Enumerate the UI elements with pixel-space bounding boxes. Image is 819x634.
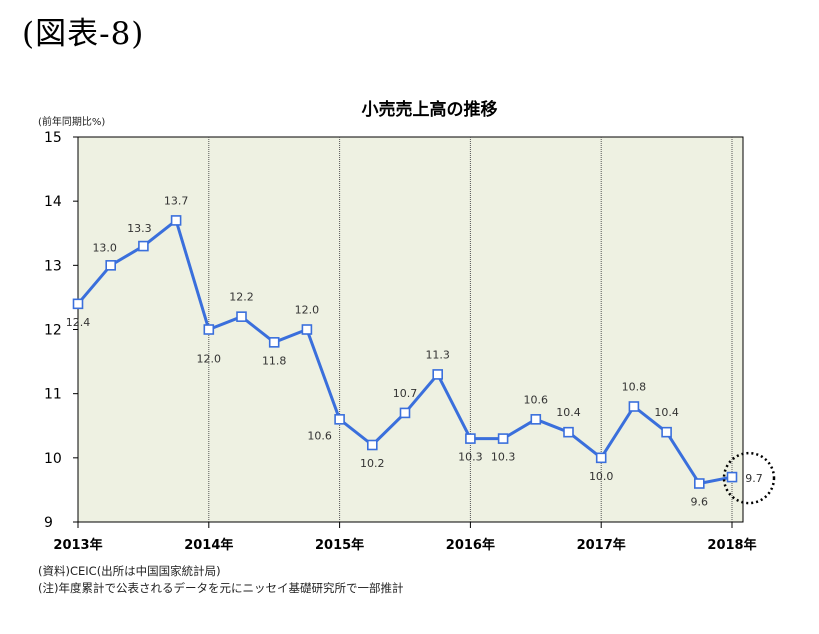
y-tick-label: 11 bbox=[44, 387, 62, 403]
x-tick-label: 2015年 bbox=[315, 537, 364, 553]
source-note: (資料)CEIC(出所は中国国家統計局) bbox=[38, 564, 221, 578]
data-point-marker bbox=[366, 439, 378, 451]
footnote: (注)年度累計で公表されるデータを元にニッセイ基礎研究所で一部推計 bbox=[38, 581, 404, 595]
data-label: 9.7 bbox=[745, 472, 763, 485]
data-label: 13.3 bbox=[127, 222, 152, 235]
x-axis: 2013年 2014年 2015年 2016年 2017年 2018年 bbox=[53, 522, 757, 553]
data-point-marker bbox=[497, 433, 509, 444]
x-tick-label: 2016年 bbox=[446, 537, 495, 553]
data-label: 13.0 bbox=[92, 241, 117, 254]
data-point-marker bbox=[595, 452, 607, 464]
data-label: 10.2 bbox=[360, 457, 385, 470]
x-tick-label: 2013年 bbox=[53, 537, 102, 553]
data-label: 11.8 bbox=[262, 354, 287, 367]
data-label: 10.0 bbox=[589, 470, 614, 483]
data-point-marker bbox=[203, 324, 215, 335]
data-point-marker bbox=[628, 401, 640, 412]
plot-area bbox=[77, 136, 744, 523]
data-label: 10.3 bbox=[458, 451, 483, 464]
y-axis: 9 10 11 12 13 14 15 bbox=[44, 130, 78, 531]
data-label: 10.7 bbox=[393, 387, 418, 400]
data-point-marker bbox=[399, 407, 411, 419]
data-point-marker bbox=[268, 337, 280, 348]
data-point-marker bbox=[530, 414, 542, 425]
data-point-marker bbox=[661, 426, 672, 438]
data-label: 10.3 bbox=[491, 451, 516, 464]
data-label: 10.6 bbox=[524, 393, 549, 406]
chart-title: 小売売上高の推移 bbox=[361, 100, 498, 120]
data-point-marker bbox=[334, 414, 345, 425]
data-label: 10.4 bbox=[556, 406, 581, 419]
data-label: 10.8 bbox=[622, 381, 647, 394]
x-tick-label: 2017年 bbox=[577, 537, 626, 553]
data-point-marker bbox=[72, 298, 84, 310]
data-label: 12.0 bbox=[295, 304, 320, 317]
figure-label: (図表-8) bbox=[22, 16, 145, 52]
x-tick-label: 2014年 bbox=[184, 537, 233, 553]
data-point-marker bbox=[138, 240, 149, 252]
y-tick-label: 15 bbox=[44, 130, 62, 146]
y-tick-label: 10 bbox=[44, 451, 62, 467]
notes: (資料)CEIC(出所は中国国家統計局) (注)年度累計で公表されるデータを元に… bbox=[38, 563, 403, 597]
data-point-marker bbox=[465, 433, 476, 444]
data-label: 11.3 bbox=[425, 348, 450, 361]
x-tick-label: 2018年 bbox=[707, 537, 756, 553]
data-point-marker bbox=[726, 471, 738, 483]
data-point-marker bbox=[301, 324, 313, 335]
y-tick-label: 12 bbox=[44, 323, 62, 339]
data-point-marker bbox=[105, 260, 116, 271]
data-label: 10.6 bbox=[307, 429, 332, 442]
data-label: 12.2 bbox=[229, 291, 254, 304]
series-markers bbox=[72, 215, 738, 489]
data-label: 13.7 bbox=[164, 194, 189, 207]
data-point-marker bbox=[236, 311, 247, 322]
data-label: 10.4 bbox=[654, 406, 679, 419]
data-point-marker bbox=[693, 478, 705, 489]
highlight-circle bbox=[722, 451, 776, 505]
y-axis-unit-label: (前年同期比%) bbox=[38, 117, 106, 128]
data-label: 12.4 bbox=[66, 316, 91, 329]
data-labels: 12.4 13.0 13.3 13.7 12.0 12.2 11.8 12.0 10.6 10.2… bbox=[66, 194, 763, 508]
y-tick-label: 14 bbox=[44, 194, 62, 210]
data-point-marker bbox=[432, 369, 444, 380]
data-point-marker bbox=[170, 215, 182, 226]
data-point-marker bbox=[563, 426, 574, 438]
y-tick-label: 13 bbox=[44, 258, 62, 274]
y-tick-label: 9 bbox=[44, 515, 53, 531]
data-label: 9.6 bbox=[691, 496, 709, 509]
data-label: 12.0 bbox=[197, 353, 222, 366]
